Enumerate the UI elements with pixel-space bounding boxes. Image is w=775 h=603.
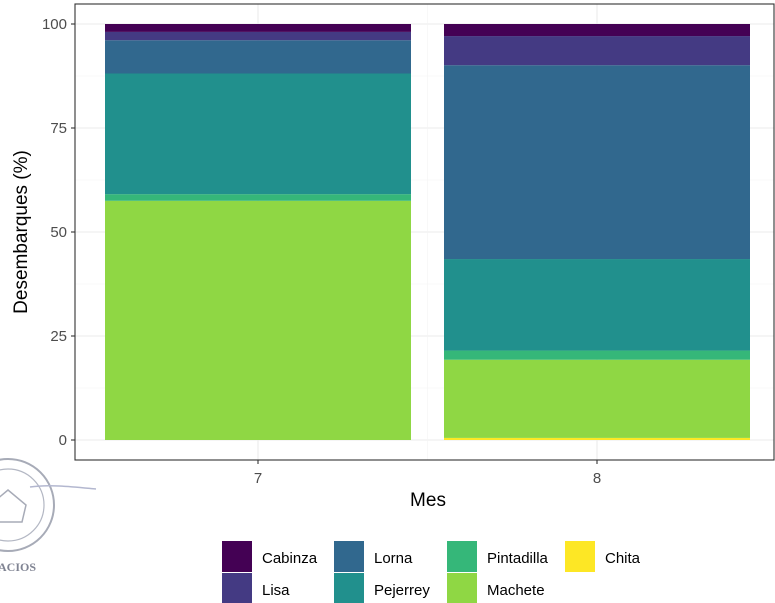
y-tick-label: 50 bbox=[50, 224, 67, 241]
x-tick-label: 7 bbox=[254, 470, 262, 487]
legend: Cabinza Lisa Lorna Pejerrey Pintadilla Machet… bbox=[222, 541, 641, 603]
bar-segment-pintadilla-7 bbox=[105, 194, 411, 201]
legend-label-lorna: Lorna bbox=[374, 550, 413, 567]
bar-segment-machete-8 bbox=[444, 359, 750, 438]
bar-segment-pejerrey-8 bbox=[444, 259, 750, 351]
legend-swatch-pintadilla bbox=[447, 541, 477, 572]
y-axis: 0 25 50 75 100 bbox=[42, 16, 75, 449]
y-tick-label: 75 bbox=[50, 120, 67, 137]
legend-swatch-lorna bbox=[334, 541, 364, 572]
legend-swatch-chita bbox=[565, 541, 595, 572]
legend-label-machete: Machete bbox=[487, 582, 545, 599]
bar-segment-machete-7 bbox=[105, 200, 411, 440]
bar-segment-cabinza-8 bbox=[444, 24, 750, 37]
x-tick-label: 8 bbox=[593, 470, 601, 487]
bar-segment-cabinza-7 bbox=[105, 24, 411, 32]
bar-segment-lisa-8 bbox=[444, 36, 750, 66]
legend-swatch-machete bbox=[447, 573, 477, 603]
bar-segment-lorna-7 bbox=[105, 40, 411, 74]
legend-swatch-cabinza bbox=[222, 541, 252, 572]
y-axis-title: Desembarques (%) bbox=[11, 150, 32, 314]
official-seal-stamp: ACIOS bbox=[0, 458, 97, 574]
seal-text: ACIOS bbox=[0, 560, 36, 574]
bar-segment-pejerrey-7 bbox=[105, 73, 411, 195]
bar-segment-lorna-8 bbox=[444, 65, 750, 260]
y-tick-label: 100 bbox=[42, 16, 67, 33]
bar-segment-pintadilla-8 bbox=[444, 350, 750, 360]
bar-segment-chita-8 bbox=[444, 437, 750, 440]
bars-group bbox=[105, 24, 750, 440]
legend-swatch-pejerrey bbox=[334, 573, 364, 603]
legend-label-lisa: Lisa bbox=[262, 582, 290, 599]
y-tick-label: 0 bbox=[59, 432, 67, 449]
y-tick-label: 25 bbox=[50, 328, 67, 345]
bar-segment-lisa-7 bbox=[105, 31, 411, 41]
legend-label-pintadilla: Pintadilla bbox=[487, 550, 549, 567]
legend-label-chita: Chita bbox=[605, 550, 641, 567]
legend-label-cabinza: Cabinza bbox=[262, 550, 318, 567]
x-axis-title: Mes bbox=[410, 490, 446, 511]
legend-label-pejerrey: Pejerrey bbox=[374, 582, 430, 599]
legend-swatch-lisa bbox=[222, 573, 252, 603]
